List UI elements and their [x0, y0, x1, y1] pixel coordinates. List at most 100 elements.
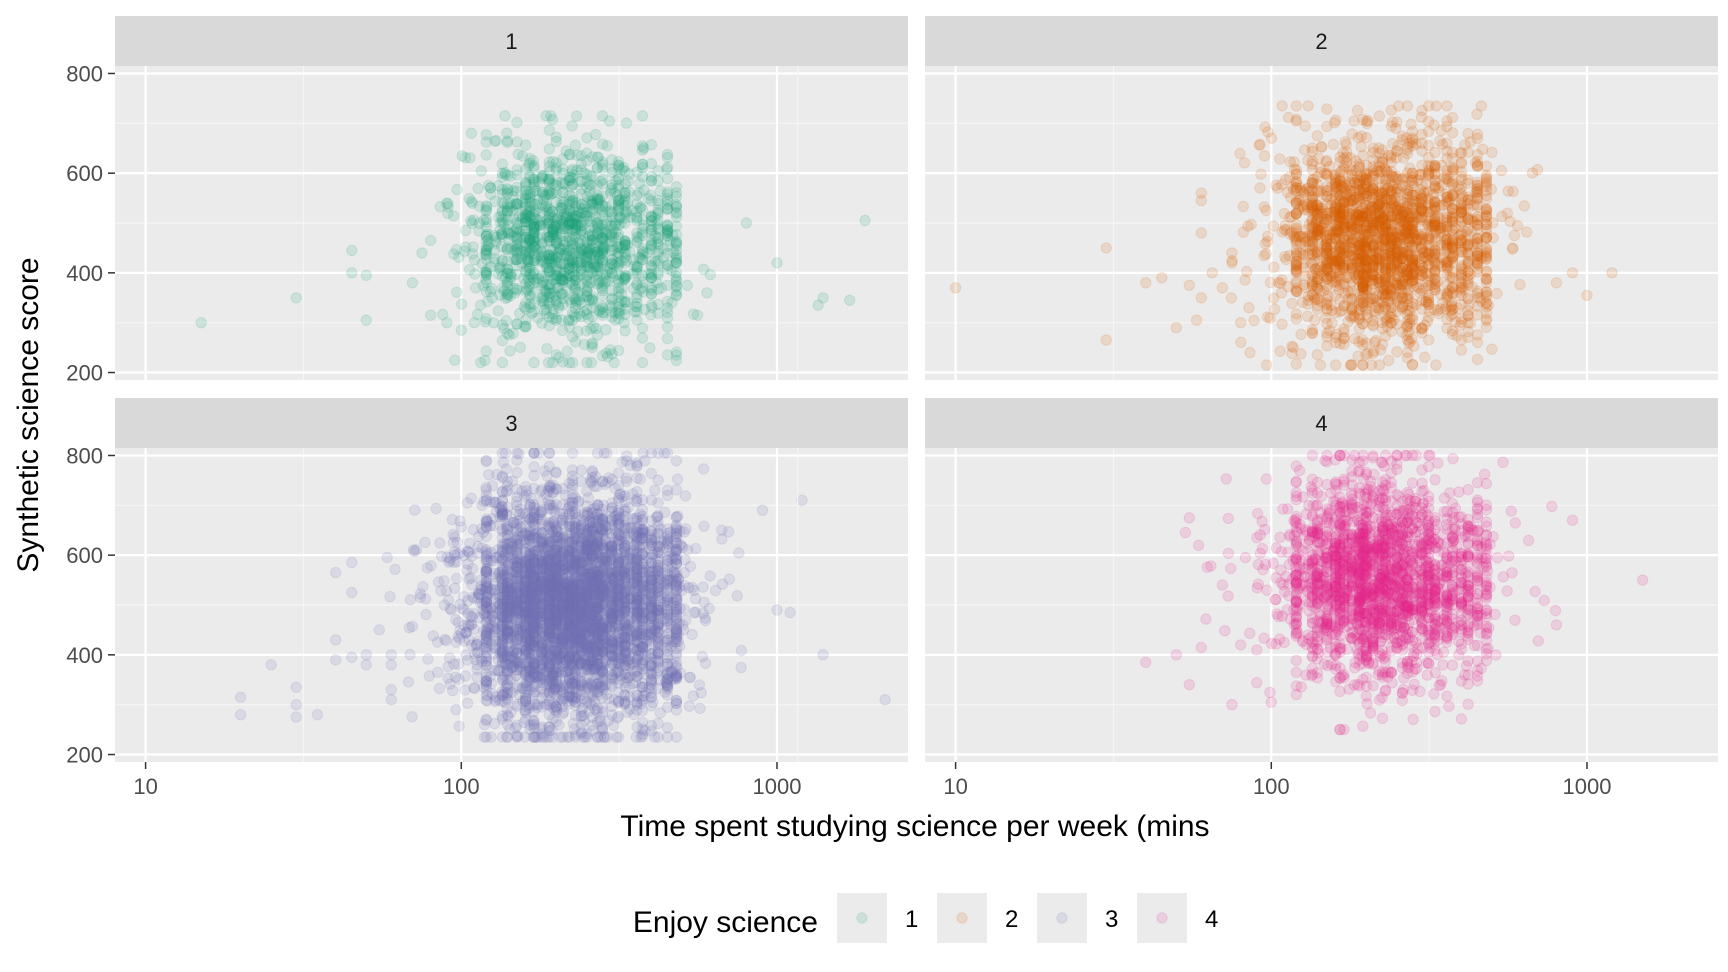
data-point [593, 305, 605, 317]
data-point [591, 237, 603, 250]
data-point [1407, 273, 1420, 285]
data-point [528, 226, 540, 238]
data-point [598, 244, 610, 256]
data-point [494, 217, 507, 229]
data-point [514, 307, 526, 320]
data-point [502, 267, 514, 279]
data-point [581, 274, 593, 286]
data-point [566, 210, 579, 223]
data-point [1441, 313, 1453, 325]
data-point [1276, 318, 1288, 330]
data-point [569, 302, 581, 314]
data-point [541, 204, 553, 217]
data-point [466, 217, 478, 230]
data-point [661, 188, 674, 200]
data-point [1410, 298, 1422, 311]
data-point [619, 247, 631, 260]
data-point [511, 233, 523, 245]
data-point [548, 228, 560, 241]
data-point [528, 273, 540, 285]
data-point [534, 219, 546, 231]
data-point [528, 266, 540, 279]
data-point [496, 196, 509, 209]
data-point [507, 226, 519, 238]
data-point [548, 221, 561, 233]
data-point [494, 264, 507, 276]
data-point [530, 185, 542, 197]
data-point [569, 274, 582, 287]
data-point [543, 311, 555, 323]
data-point [593, 193, 606, 205]
data-point [571, 164, 583, 176]
data-point [507, 212, 519, 224]
data-point [596, 206, 609, 218]
data-point [563, 148, 576, 161]
data-point [571, 149, 583, 161]
data-point [581, 191, 593, 203]
data-point [1518, 200, 1531, 212]
data-point [1276, 100, 1288, 112]
data-point [468, 317, 481, 329]
data-point [555, 273, 568, 286]
data-point [645, 299, 658, 311]
data-point [740, 217, 753, 229]
data-point [522, 216, 534, 229]
data-point [480, 235, 492, 247]
data-point [1391, 294, 1403, 307]
data-point [1306, 177, 1319, 189]
data-point [575, 216, 587, 228]
data-point [1338, 332, 1350, 344]
data-point [528, 160, 540, 172]
data-point [477, 279, 489, 292]
data-point [501, 127, 513, 139]
data-point [619, 269, 631, 282]
data-point [1330, 359, 1342, 371]
data-point [1422, 247, 1435, 260]
data-point [1486, 146, 1498, 159]
data-point [1237, 200, 1250, 213]
data-point [423, 670, 435, 682]
data-point [584, 225, 596, 237]
data-point [586, 341, 598, 354]
data-point [543, 226, 555, 238]
data-point [606, 166, 618, 179]
data-point [522, 206, 534, 218]
data-point [591, 234, 604, 246]
data-point [1314, 261, 1327, 273]
data-point [552, 246, 565, 259]
data-point [636, 162, 649, 174]
data-point [567, 212, 579, 225]
data-point [1321, 169, 1333, 182]
data-point [563, 171, 576, 184]
data-point [591, 162, 604, 174]
data-point [512, 218, 525, 230]
data-point [591, 248, 604, 260]
data-point [554, 242, 566, 255]
data-point [562, 314, 575, 327]
data-point [1243, 302, 1255, 314]
data-point [664, 235, 676, 247]
data-point [1421, 315, 1434, 327]
data-point [480, 205, 492, 217]
data-point [645, 171, 658, 183]
data-point [1339, 287, 1351, 300]
data-point [575, 150, 587, 162]
data-point [596, 306, 608, 319]
data-point [434, 201, 446, 213]
data-point [1170, 322, 1183, 334]
data-point [503, 233, 515, 246]
data-point [1276, 274, 1288, 286]
data-point [550, 223, 562, 235]
data-point [670, 191, 683, 203]
data-point [537, 218, 549, 231]
data-point [569, 274, 582, 286]
data-point [586, 195, 598, 208]
data-point [636, 281, 649, 294]
data-point [581, 290, 593, 302]
data-point [1373, 253, 1386, 265]
data-point [563, 314, 575, 326]
data-point [586, 257, 598, 269]
data-point [1316, 141, 1328, 153]
data-point [604, 219, 616, 231]
data-point [542, 356, 555, 369]
